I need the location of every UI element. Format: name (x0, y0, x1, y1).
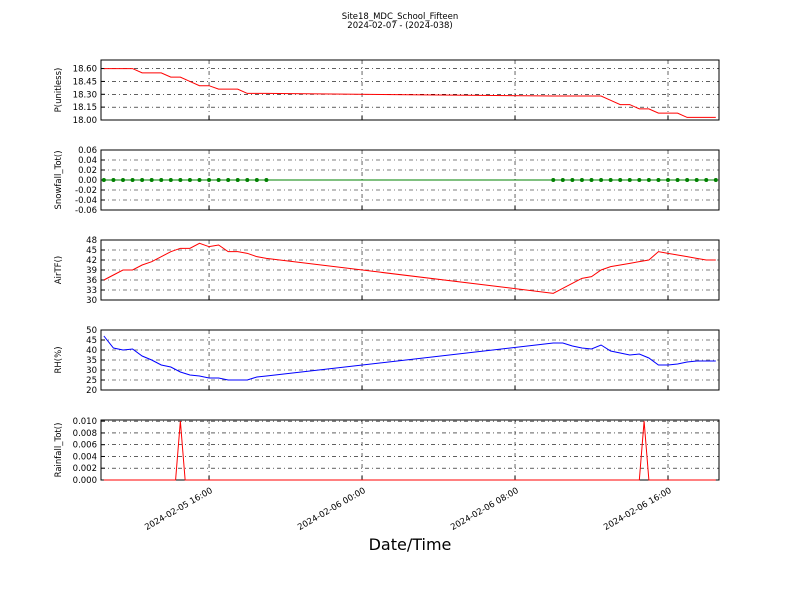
data-point (235, 178, 240, 182)
x-axis-label: Date/Time (369, 535, 452, 554)
data-point (608, 178, 613, 182)
data-point (713, 178, 718, 182)
data-point (226, 178, 231, 182)
y-tick-label: 0.010 (73, 417, 97, 427)
y-tick-label: 0.02 (78, 166, 97, 176)
data-point (187, 178, 192, 182)
y-axis-label: AirTF() (54, 256, 64, 284)
data-point (140, 178, 145, 182)
y-tick-label: 40 (86, 346, 97, 356)
y-tick-label: 39 (86, 266, 97, 276)
data-point (656, 178, 661, 182)
chart-subtitle: 2024-02-07 - (2024-038) (347, 21, 452, 31)
data-point (599, 178, 604, 182)
y-tick-label: 18.15 (73, 103, 97, 113)
y-tick-label: 45 (86, 246, 97, 256)
plot-frame (100, 59, 720, 121)
y-axis-label: Snowfall_Tot() (54, 150, 64, 209)
y-tick-label: 0.006 (73, 441, 97, 451)
y-tick-label: 18.30 (73, 90, 97, 100)
chart-title: Site18_MDC_School_Fifteen (342, 12, 459, 22)
data-point (178, 178, 183, 182)
data-line (103, 68, 716, 118)
data-point (111, 178, 116, 182)
data-point (254, 178, 259, 182)
y-tick-label: 0.00 (78, 176, 97, 186)
data-point (168, 178, 173, 182)
y-tick-label: 48 (86, 236, 97, 246)
y-tick-label: 0.06 (78, 146, 97, 156)
y-tick-label: 25 (86, 376, 97, 386)
data-point (637, 178, 642, 182)
y-tick-label: 0.000 (73, 476, 97, 486)
y-tick-label: 30 (86, 296, 97, 306)
data-point (666, 178, 671, 182)
data-point (245, 178, 250, 182)
y-tick-label: 18.60 (73, 65, 97, 75)
y-tick-label: 18.00 (73, 116, 97, 126)
y-tick-label: 0.004 (73, 452, 97, 462)
y-tick-label: -0.04 (75, 196, 97, 206)
plot-frame (100, 239, 720, 301)
data-point (560, 178, 565, 182)
data-point (207, 178, 212, 182)
y-tick-label: -0.02 (75, 186, 97, 196)
data-line (103, 242, 716, 294)
x-tick-label: 2024-02-05 16:00 (143, 486, 214, 533)
data-line (103, 335, 716, 381)
data-point (694, 178, 699, 182)
y-axis-label: RH(%) (54, 346, 64, 373)
data-point (264, 178, 269, 182)
y-tick-label: -0.06 (75, 206, 97, 216)
data-point (551, 178, 556, 182)
data-point (675, 178, 680, 182)
data-point (627, 178, 632, 182)
y-tick-label: 0.002 (73, 464, 97, 474)
y-tick-label: 42 (86, 256, 97, 266)
y-tick-label: 50 (86, 326, 97, 336)
data-point (704, 178, 709, 182)
plot-frame (100, 329, 720, 391)
y-tick-label: 0.04 (78, 156, 97, 166)
y-tick-label: 20 (86, 386, 97, 396)
data-point (579, 178, 584, 182)
data-point (159, 178, 164, 182)
y-tick-label: 36 (86, 276, 97, 286)
x-tick-label: 2024-02-06 08:00 (449, 486, 520, 533)
plot-frame (100, 419, 720, 481)
data-point (570, 178, 575, 182)
data-point (685, 178, 690, 182)
x-tick-label: 2024-02-06 00:00 (296, 486, 367, 533)
data-point (216, 178, 221, 182)
data-point (101, 178, 106, 182)
y-tick-label: 0.008 (73, 429, 97, 439)
x-tick-label: 2024-02-06 16:00 (602, 486, 673, 533)
y-tick-label: 33 (86, 286, 97, 296)
y-tick-label: 18.45 (73, 77, 97, 87)
data-point (618, 178, 623, 182)
plot-frame (100, 149, 720, 211)
y-tick-label: 30 (86, 366, 97, 376)
y-tick-label: 45 (86, 336, 97, 346)
data-point (646, 178, 651, 182)
data-point (120, 178, 125, 182)
data-point (149, 178, 154, 182)
y-axis-label: Rainfall_Tot() (54, 423, 64, 478)
data-point (130, 178, 135, 182)
y-tick-label: 35 (86, 356, 97, 366)
data-line (103, 421, 716, 481)
y-axis-label: P(unitless) (54, 68, 64, 113)
data-point (589, 178, 594, 182)
data-point (197, 178, 202, 182)
